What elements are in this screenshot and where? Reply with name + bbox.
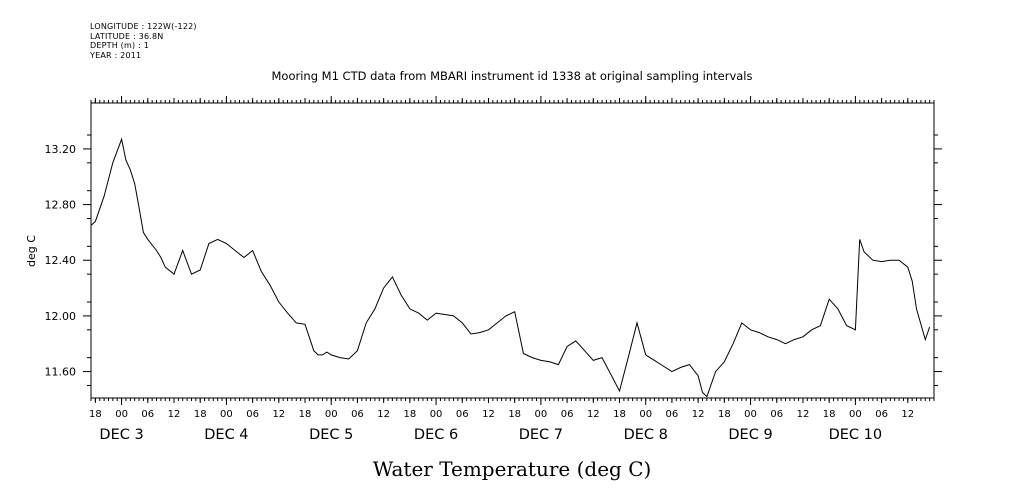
x-hour-tick-label: 18: [299, 409, 312, 420]
water-temperature-line: [90, 137, 931, 398]
x-hour-tick-label: 18: [89, 409, 102, 420]
year-label: YEAR : 2011: [90, 50, 142, 60]
x-hour-tick-label: 00: [535, 409, 548, 420]
x-hour-tick-label: 06: [561, 409, 574, 420]
longitude-label: LONGITUDE : 122W(-122): [90, 22, 197, 31]
x-day-label: DEC 8: [624, 427, 668, 443]
plot-border: [90, 102, 935, 399]
x-hour-tick-label: 00: [325, 409, 338, 420]
x-hour-tick-label: 18: [613, 409, 626, 420]
x-hour-tick-label: 00: [849, 409, 862, 420]
x-day-label: DEC 6: [414, 427, 458, 443]
x-hour-tick-label: 12: [587, 409, 600, 420]
y-axis-label: deg C: [25, 235, 38, 267]
latitude-label: LATITUDE : 36.8N: [90, 31, 164, 41]
x-axis-ticks: 18 00 06 12 18 00 06 12 18 00 06 12 18 00 06 12 18 00 06 12…: [89, 96, 914, 443]
x-axis-label: Water Temperature (deg C): [373, 457, 652, 481]
x-hour-tick-label: 18: [823, 409, 836, 420]
x-hour-tick-label: 12: [377, 409, 390, 420]
x-hour-tick-label: 18: [403, 409, 416, 420]
depth-label: DEPTH (m) : 1: [90, 41, 149, 50]
x-hour-tick-label: 12: [797, 409, 810, 420]
x-day-label: DEC 4: [204, 427, 248, 443]
x-hour-tick-label: 12: [901, 409, 914, 420]
x-hour-tick-label: 12: [168, 409, 181, 420]
x-hour-tick-label: 18: [718, 409, 731, 420]
chart-title: Mooring M1 CTD data from MBARI instrumen…: [272, 69, 753, 83]
x-hour-tick-label: 18: [194, 409, 207, 420]
y-tick-label: 12.40: [45, 254, 77, 267]
x-day-label: DEC 3: [99, 427, 143, 443]
x-hour-tick-label: 12: [692, 409, 705, 420]
x-hour-tick-label: 00: [639, 409, 652, 420]
x-day-label: DEC 10: [829, 427, 883, 443]
x-hour-tick-label: 06: [246, 409, 259, 420]
x-day-label: DEC 7: [519, 427, 563, 443]
x-hour-tick-label: 06: [456, 409, 469, 420]
minor-ticks: [90, 100, 935, 401]
x-day-label: DEC 5: [309, 427, 353, 443]
y-axis-ticks: 11.60 12.00 12.40 12.80 13.20: [45, 134, 942, 386]
x-hour-tick-label: 00: [220, 409, 233, 420]
x-hour-tick-label: 00: [744, 409, 757, 420]
y-tick-label: 13.20: [45, 143, 77, 156]
x-hour-tick-label: 12: [482, 409, 495, 420]
y-tick-label: 12.00: [45, 310, 77, 323]
plot-frame: [90, 102, 935, 399]
x-hour-tick-label: 00: [430, 409, 443, 420]
x-hour-tick-label: 06: [875, 409, 888, 420]
x-hour-tick-label: 00: [115, 409, 128, 420]
x-hour-tick-label: 06: [770, 409, 783, 420]
series-layer: [90, 137, 931, 398]
x-day-label: DEC 9: [728, 427, 772, 443]
x-hour-tick-label: 12: [272, 409, 285, 420]
x-hour-tick-label: 06: [351, 409, 364, 420]
y-tick-label: 11.60: [45, 366, 77, 379]
x-hour-tick-label: 18: [508, 409, 521, 420]
y-tick-label: 12.80: [45, 199, 77, 212]
x-hour-tick-label: 06: [666, 409, 679, 420]
metadata-header: LONGITUDE : 122W(-122) LATITUDE : 36.8N …: [90, 22, 197, 60]
x-hour-tick-label: 06: [141, 409, 154, 420]
